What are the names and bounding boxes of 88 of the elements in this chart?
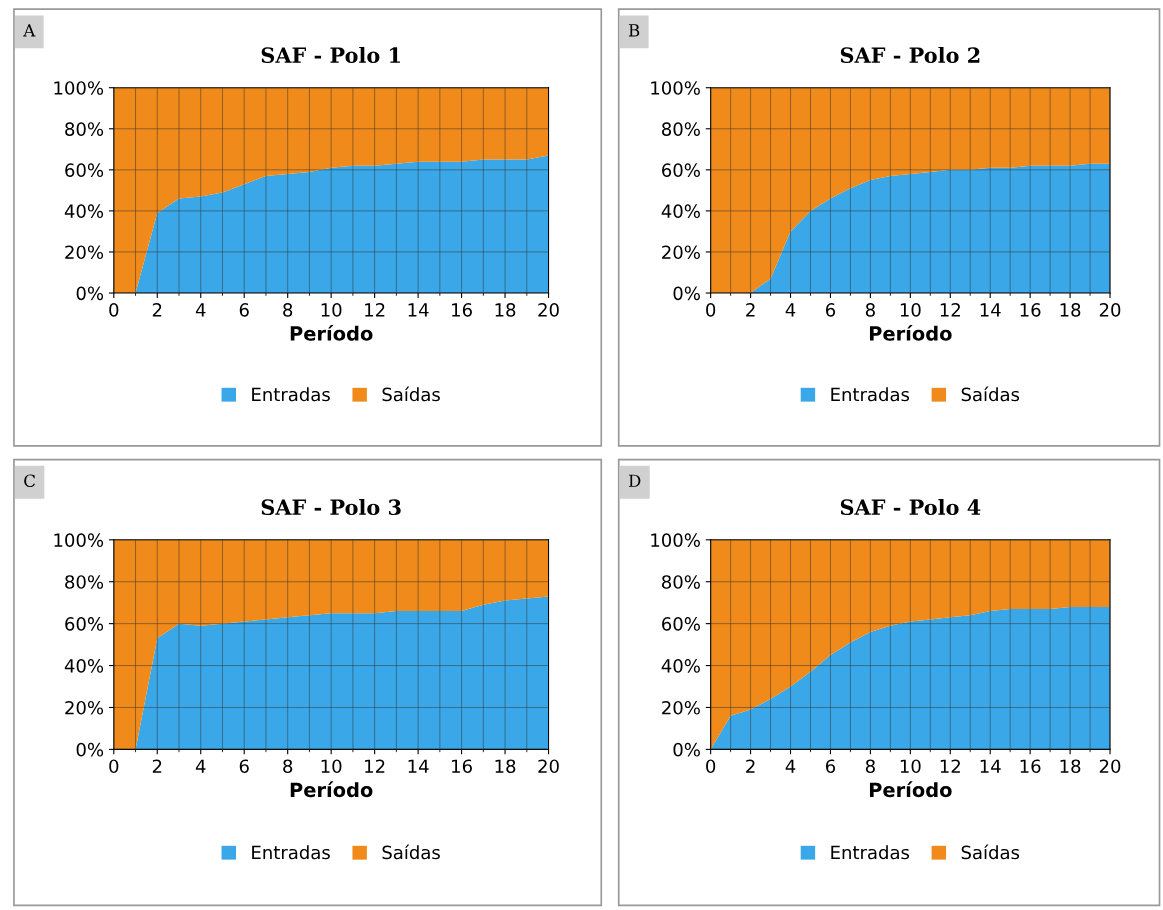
y-tick-label: 40% [661,204,700,219]
x-tick-label: 4 [195,759,206,773]
x-axis-title: Período [290,324,373,341]
x-tick-label: 8 [865,303,875,317]
y-tick-label: 20% [662,700,700,715]
legend-label: Saídas [382,386,440,402]
x-tick-label: 2 [152,759,162,773]
y-tick-label: 60% [662,617,700,631]
x-tick-label: 8 [865,759,875,774]
x-tick-label: 2 [152,303,162,317]
chart-title: SAF - Polo 3 [261,498,401,516]
x-tick-label: 0 [109,303,119,317]
x-tick-label: 18 [495,759,516,774]
x-tick-label: 8 [283,303,293,317]
x-tick-label: 2 [746,303,755,317]
x-axis-title: Período [869,324,952,341]
text: B [628,24,640,37]
x-tick-label: 14 [980,759,1001,773]
y-tick-label: 0% [673,286,700,301]
x-tick-label: 4 [785,759,796,773]
x-tick-label: 6 [825,303,836,317]
y-tick-label: 0% [76,286,104,301]
x-tick-label: 10 [900,303,921,317]
legend-label: Entradas [831,387,910,402]
legend-label: Entradas [831,845,910,860]
x-tick-label: 16 [1020,759,1041,774]
x-tick-label: 16 [1020,303,1041,317]
x-tick-label: 0 [706,759,716,774]
y-tick-label: 60% [65,163,104,177]
x-tick-label: 8 [283,759,293,774]
y-tick-label: 40% [661,659,700,673]
y-tick-label: 0% [76,742,104,757]
y-tick-label: 80% [662,122,700,136]
x-tick-label: 6 [239,759,249,774]
x-tick-label: 20 [538,759,559,774]
x-tick-label: 16 [452,303,472,317]
x-tick-label: 12 [940,759,960,773]
x-tick-label: 6 [825,759,836,774]
y-tick-label: 20% [65,700,104,715]
x-tick-label: 6 [239,303,249,317]
legend-label: Saídas [961,386,1020,402]
y-tick-label: 80% [662,575,700,589]
x-tick-label: 20 [538,303,559,317]
legend-label: Saídas [961,844,1020,860]
x-tick-label: 14 [980,303,1001,317]
y-tick-label: 40% [64,204,104,219]
x-tick-label: 10 [321,759,342,774]
text: C [24,474,36,488]
x-tick-label: 20 [1099,759,1121,774]
y-tick-label: 60% [662,163,700,177]
y-tick-label: 40% [64,659,104,673]
x-tick-label: 14 [408,759,429,773]
x-tick-label: 0 [109,759,119,774]
y-tick-label: 20% [662,245,700,260]
x-tick-label: 16 [452,759,472,774]
x-tick-label: 4 [195,303,206,317]
x-tick-label: 10 [321,303,342,317]
y-tick-label: 100% [651,81,700,95]
x-axis-title: Período [869,781,952,798]
legend-label: Entradas [252,387,330,402]
y-tick-label: 80% [65,575,104,589]
y-tick-label: 60% [65,617,104,631]
y-tick-label: 100% [651,533,700,547]
x-tick-label: 18 [495,303,516,317]
x-tick-label: 14 [408,303,429,317]
x-tick-label: 12 [940,303,960,317]
x-tick-label: 18 [1060,759,1081,774]
x-tick-label: 18 [1060,303,1081,317]
x-tick-label: 12 [365,759,385,773]
y-tick-label: 100% [54,81,104,95]
x-tick-label: 0 [706,303,716,317]
x-axis-title: Período [290,781,373,798]
y-tick-label: 80% [65,122,104,136]
x-tick-label: 20 [1099,303,1121,317]
chart-title: SAF - Polo 4 [840,498,981,516]
y-tick-label: 100% [54,533,104,547]
chart-title: SAF - Polo 1 [261,46,400,64]
x-tick-label: 10 [900,759,921,774]
text: D [628,474,641,487]
x-tick-label: 4 [785,303,796,317]
x-tick-label: 12 [365,303,385,317]
y-tick-label: 0% [673,742,700,757]
legend-label: Saídas [382,844,440,860]
y-tick-label: 20% [65,245,104,260]
legend-label: Entradas [252,845,330,860]
x-tick-label: 2 [746,759,755,773]
chart-title: SAF - Polo 2 [840,46,980,64]
text: A [23,24,36,37]
